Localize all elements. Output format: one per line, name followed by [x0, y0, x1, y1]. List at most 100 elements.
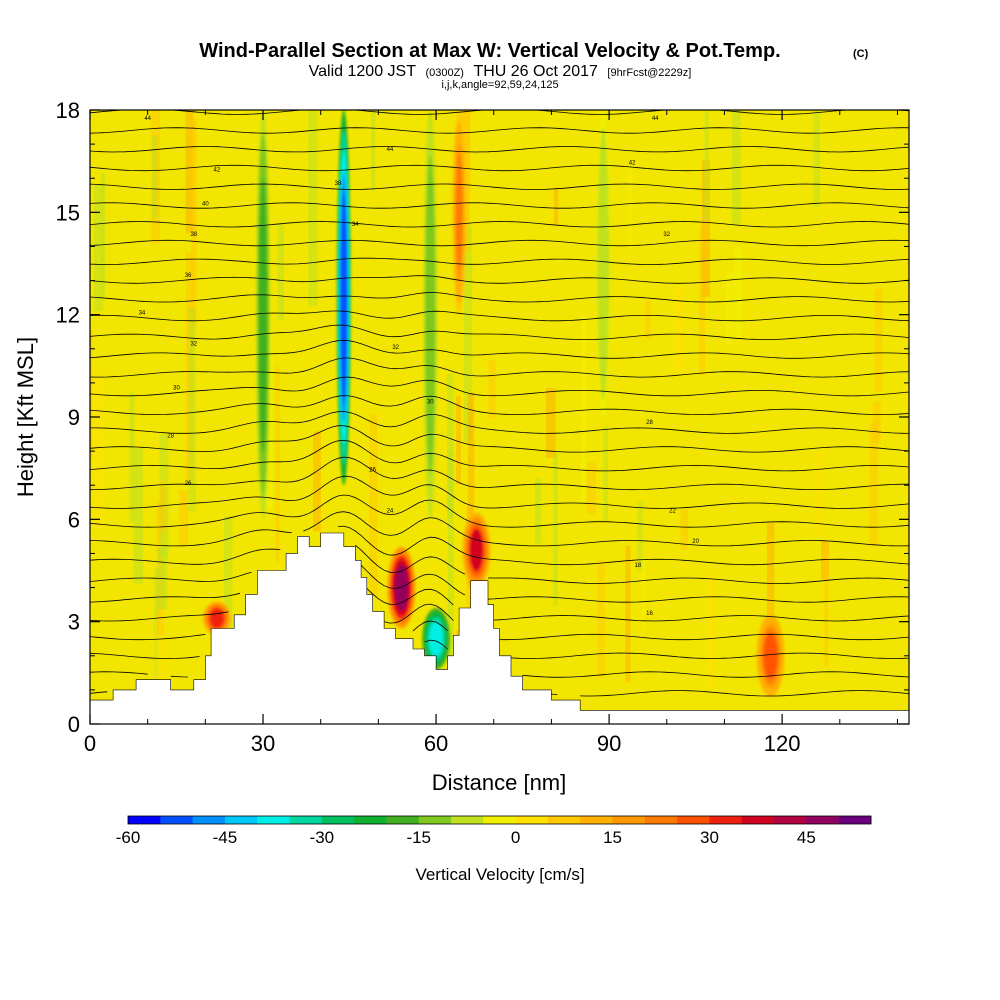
contour-label: 34 — [139, 311, 146, 317]
colorbar-segment — [483, 816, 517, 824]
colorbar-tick-label: 15 — [603, 828, 622, 847]
contour-label: 38 — [190, 232, 197, 238]
colorbar-segment — [580, 816, 614, 824]
velocity-cell — [599, 177, 607, 350]
x-axis-ticks: 0 30 60 90 120 — [84, 110, 898, 756]
y-tick-label: 3 — [68, 610, 80, 635]
colorbar — [127, 815, 872, 825]
x-tick-label: 60 — [424, 731, 448, 756]
y-tick-label: 15 — [56, 200, 80, 225]
theta-contour — [90, 221, 909, 228]
contour-label: 32 — [663, 232, 670, 238]
texture-streak — [814, 451, 821, 536]
colorbar-segment — [128, 816, 161, 824]
theta-contour — [90, 357, 909, 378]
theta-contour — [90, 292, 909, 303]
texture-streak — [553, 452, 558, 607]
theta-contour — [90, 324, 909, 341]
theta-contour — [90, 588, 909, 622]
x-tick-label: 120 — [764, 731, 801, 756]
contour-label: 24 — [387, 509, 394, 515]
texture-streak — [275, 366, 280, 563]
texture-streak — [100, 173, 106, 295]
texture-streak — [598, 560, 605, 677]
theta-contour — [90, 565, 909, 603]
colorbar-segment — [838, 816, 872, 824]
contour-label: 44 — [387, 147, 394, 153]
texture-streak — [545, 387, 556, 459]
contour-label: 42 — [629, 161, 636, 167]
y-tick-label: 6 — [68, 507, 80, 532]
colorbar-segment — [354, 816, 387, 824]
subtitle-date: THU 26 Oct 2017 — [473, 63, 598, 80]
contour-label: 16 — [646, 611, 653, 617]
contour-label: 42 — [214, 167, 221, 173]
texture-streak — [707, 572, 714, 688]
texture-streak — [93, 184, 104, 312]
chart-title-mark: (C) — [853, 48, 869, 60]
colorbar-segment — [418, 816, 452, 824]
colorbar-segment — [451, 816, 484, 824]
texture-streak — [446, 373, 454, 519]
colorbar-segment — [612, 816, 646, 824]
texture-streak — [553, 187, 559, 226]
velocity-cell — [259, 200, 267, 430]
theta-contour — [90, 439, 909, 472]
colorbar-segment — [677, 816, 710, 824]
contour-label: 18 — [635, 563, 642, 569]
texture-streak — [188, 307, 196, 512]
contour-label: 36 — [185, 273, 192, 279]
texture-streak — [133, 448, 144, 584]
contour-label: 20 — [692, 539, 699, 545]
texture-streak — [152, 135, 158, 219]
colorbar-segment — [547, 816, 581, 824]
subtitle-valid: Valid 1200 JST — [309, 63, 417, 80]
theta-contour — [90, 275, 909, 284]
texture-streak — [191, 118, 197, 327]
colorbar-tick-label: 30 — [700, 828, 719, 847]
theta-contour — [90, 202, 909, 209]
theta-contour — [90, 603, 909, 641]
texture-streak — [734, 247, 743, 338]
colorbar-segment — [644, 816, 678, 824]
theta-contour — [90, 639, 909, 678]
texture-streak — [813, 110, 820, 207]
texture-streak — [586, 462, 597, 515]
theta-contour — [90, 525, 909, 566]
colorbar-segment — [515, 816, 549, 824]
y-tick-label: 0 — [68, 712, 80, 737]
x-tick-label: 30 — [251, 731, 275, 756]
theta-contour — [90, 239, 909, 247]
texture-streak — [699, 226, 706, 375]
y-axis-label: Height [Kft MSL] — [13, 337, 38, 497]
texture-streak — [680, 509, 688, 550]
colorbar-segment — [774, 816, 807, 824]
theta-contours — [90, 110, 909, 697]
y-tick-label: 9 — [68, 405, 80, 430]
velocity-cell — [763, 632, 778, 679]
colorbar-tick-label: 45 — [797, 828, 816, 847]
colorbar-tick-labels: -60 -45 -30 -15 0 15 30 45 — [116, 828, 816, 847]
colorbar-tick-label: -30 — [310, 828, 335, 847]
colorbar-segment — [289, 816, 323, 824]
colorbar-segment — [321, 816, 355, 824]
contour-label: 30 — [173, 386, 180, 392]
texture-streak — [641, 556, 646, 632]
theta-contour — [90, 456, 909, 491]
contour-label: 32 — [190, 341, 197, 347]
x-tick-label: 0 — [84, 731, 96, 756]
subtitle-utc: (0300Z) — [425, 67, 464, 79]
colorbar-segment — [160, 816, 194, 824]
colorbar-title: Vertical Velocity [cm/s] — [415, 865, 584, 884]
colorbar-segment — [224, 816, 258, 824]
colorbar-segment — [257, 816, 291, 824]
velocity-features — [202, 110, 785, 697]
texture-streak — [313, 431, 321, 532]
colorbar-tick-label: 0 — [511, 828, 520, 847]
theta-contour — [90, 110, 909, 115]
y-tick-label: 18 — [56, 98, 80, 123]
contour-label: 44 — [144, 116, 151, 122]
texture-streak — [456, 396, 461, 485]
